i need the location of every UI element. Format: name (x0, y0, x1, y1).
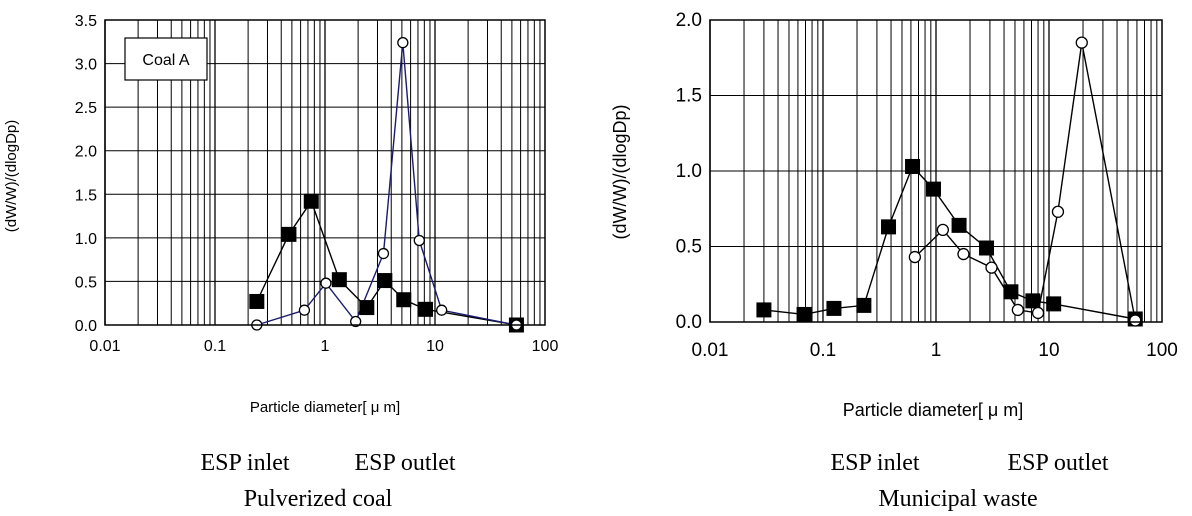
x-tick-label: 0.01 (89, 338, 120, 355)
data-point-square (377, 273, 393, 289)
data-point-square (331, 272, 347, 288)
caption-pulverized-coal: Pulverized coal (244, 486, 393, 512)
series-layer (756, 36, 1143, 327)
data-point-square (905, 158, 921, 174)
y-tick-label: 1.5 (676, 86, 702, 107)
data-point-circle (320, 277, 332, 289)
data-point-square (979, 240, 995, 256)
y-axis-label: (dW/W)/(dlogDp) (3, 120, 20, 233)
data-point-circle (298, 304, 311, 316)
plot-frame (709, 19, 1163, 323)
panel-municipal-waste: 0.0 0.5 1.0 1.5 2.0 0.01 0.1 1 10 100 (dW/W)/(dlo… (610, 10, 1178, 512)
tick-labels: 0.0 0.5 1.0 1.5 2.0 0.01 0.1 1 10 100 (676, 10, 1178, 361)
data-point-square (303, 193, 319, 209)
data-point-square (756, 302, 772, 318)
data-point-square (1003, 284, 1019, 300)
data-point-circle (1075, 36, 1088, 49)
y-axis-label: (dW/W)/(dlogDp) (610, 104, 630, 239)
grid (709, 19, 1162, 323)
y-tick-label: 3.5 (75, 13, 97, 30)
data-point-circle (936, 223, 950, 237)
x-tick-label: 1 (321, 338, 330, 355)
series-layer (249, 37, 524, 333)
data-point-circle (1129, 314, 1142, 327)
data-point-circle (1031, 306, 1045, 320)
y-tick-label: 1.5 (75, 187, 97, 204)
data-point-square (925, 181, 941, 197)
data-point-circle (436, 304, 448, 316)
data-point-circle (413, 234, 425, 247)
data-point-circle (908, 250, 922, 264)
y-tick-label: 0.0 (75, 318, 97, 335)
data-point-square (418, 301, 434, 317)
data-point-circle (1011, 303, 1024, 317)
y-tick-label: 2.0 (75, 144, 97, 161)
data-point-circle (957, 247, 970, 261)
y-tick-label: 0.0 (676, 312, 702, 333)
annotation-box: Coal A (124, 37, 208, 81)
caption-esp-inlet: ESP inlet (200, 450, 289, 476)
y-tick-label: 0.5 (676, 237, 702, 258)
annotation-coal-a: Coal A (142, 52, 189, 69)
panel-pulverized-coal: 0.0 0.5 1.0 1.5 2.0 2.5 3.0 3.5 0.01 0.1 1 10 100 Co… (3, 13, 558, 512)
data-point-circle (397, 37, 409, 49)
x-tick-label: 100 (1146, 340, 1178, 361)
x-tick-label: 0.01 (692, 340, 729, 361)
series-line-esp-inlet (763, 165, 1136, 320)
tick-labels: 0.0 0.5 1.0 1.5 2.0 2.5 3.0 3.5 0.01 0.1 1 10 100 (75, 13, 559, 355)
data-point-square (881, 219, 897, 235)
x-tick-label: 10 (426, 338, 444, 355)
series-line-esp-outlet (914, 42, 1136, 321)
caption-esp-outlet: ESP outlet (354, 450, 455, 476)
y-tick-label: 2.0 (676, 10, 702, 31)
y-tick-label: 1.0 (75, 231, 97, 248)
data-point-circle (377, 247, 390, 260)
data-point-square (951, 217, 967, 233)
x-axis-label: Particle diameter[ μ m] (250, 399, 400, 416)
x-tick-label: 100 (532, 338, 559, 355)
data-point-square (1046, 296, 1062, 312)
x-tick-label: 0.1 (810, 340, 836, 361)
data-point-circle (985, 261, 998, 274)
plot-frame (104, 19, 546, 326)
caption-esp-inlet: ESP inlet (830, 450, 919, 476)
data-point-square (249, 293, 265, 309)
data-point-circle (1051, 205, 1065, 218)
data-point-square (856, 297, 872, 313)
y-tick-label: 2.5 (75, 100, 97, 117)
data-point-circle (350, 315, 362, 328)
data-point-square (396, 292, 412, 308)
data-point-square (359, 300, 375, 316)
x-tick-label: 1 (931, 340, 942, 361)
data-point-square (796, 306, 812, 322)
data-point-square (826, 300, 842, 316)
caption-municipal-waste: Municipal waste (878, 486, 1037, 512)
annotation-frame (124, 37, 208, 81)
x-axis-label: Particle diameter[ μ m] (843, 400, 1023, 420)
y-tick-label: 3.0 (75, 57, 97, 74)
x-tick-label: 10 (1038, 340, 1059, 361)
data-point-square (281, 226, 297, 242)
y-tick-label: 0.5 (75, 274, 97, 291)
data-point-square (1025, 293, 1041, 309)
caption-esp-outlet: ESP outlet (1007, 450, 1108, 476)
x-tick-label: 0.1 (204, 338, 226, 355)
y-tick-label: 1.0 (676, 161, 702, 182)
